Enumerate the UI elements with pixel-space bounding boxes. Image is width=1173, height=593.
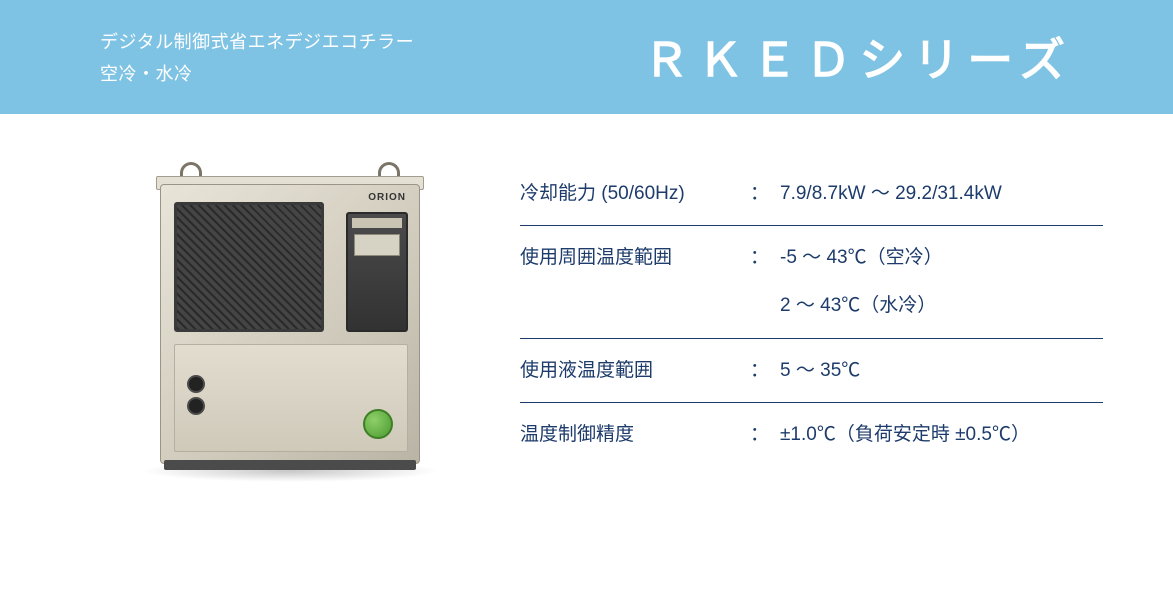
spec-table: 冷却能力 (50/60Hz) ： 7.9/8.7kW ～ 29.2/31.4kW…: [520, 162, 1103, 467]
fluid-port-icon: [187, 375, 205, 415]
spec-colon: ：: [750, 355, 780, 382]
spec-row-ambient-temp: 使用周囲温度範囲 ： -5 ～ 43℃（空冷） 2 ～ 43℃（水冷）: [520, 226, 1103, 339]
spec-label: 温度制御精度: [520, 419, 750, 446]
product-brand-label: ORION: [368, 192, 406, 203]
spec-row-liquid-temp: 使用液温度範囲 ： 5 ～ 35℃: [520, 339, 1103, 403]
spec-label: 使用液温度範囲: [520, 355, 750, 382]
spec-value: 5 ～ 35℃: [780, 356, 1103, 386]
header-subtitle-block: デジタル制御式省エネデジエコチラー 空冷・水冷: [100, 28, 414, 86]
spec-value: ±1.0℃（負荷安定時 ±0.5℃）: [780, 420, 1103, 450]
spec-colon: ：: [750, 178, 780, 205]
spec-colon: ：: [750, 419, 780, 446]
chiller-illustration: ORION: [150, 154, 430, 474]
header-subtitle-line-1: デジタル制御式省エネデジエコチラー: [100, 28, 414, 54]
header-subtitle-line-2: 空冷・水冷: [100, 60, 414, 86]
spec-label: 冷却能力 (50/60Hz): [520, 178, 750, 205]
header-title: ＲＫＥＤシリーズ: [474, 24, 1073, 90]
condenser-grille-icon: [174, 202, 324, 332]
spec-label: 使用周囲温度範囲: [520, 242, 750, 269]
spec-colon: ：: [750, 242, 780, 269]
spec-row-cooling-capacity: 冷却能力 (50/60Hz) ： 7.9/8.7kW ～ 29.2/31.4kW: [520, 162, 1103, 226]
spec-value: -5 ～ 43℃（空冷） 2 ～ 43℃（水冷）: [780, 243, 1103, 322]
spec-value: 7.9/8.7kW ～ 29.2/31.4kW: [780, 179, 1103, 209]
spec-row-temp-accuracy: 温度制御精度 ： ±1.0℃（負荷安定時 ±0.5℃）: [520, 403, 1103, 466]
content-area: ORION 冷却能力 (50/60Hz) ： 7.9/8.7kW ～ 29.2/…: [0, 114, 1173, 514]
control-panel-icon: [346, 212, 408, 332]
product-photo: ORION: [100, 154, 480, 474]
eco-badge-icon: [363, 409, 393, 439]
header-banner: デジタル制御式省エネデジエコチラー 空冷・水冷 ＲＫＥＤシリーズ: [0, 0, 1173, 114]
